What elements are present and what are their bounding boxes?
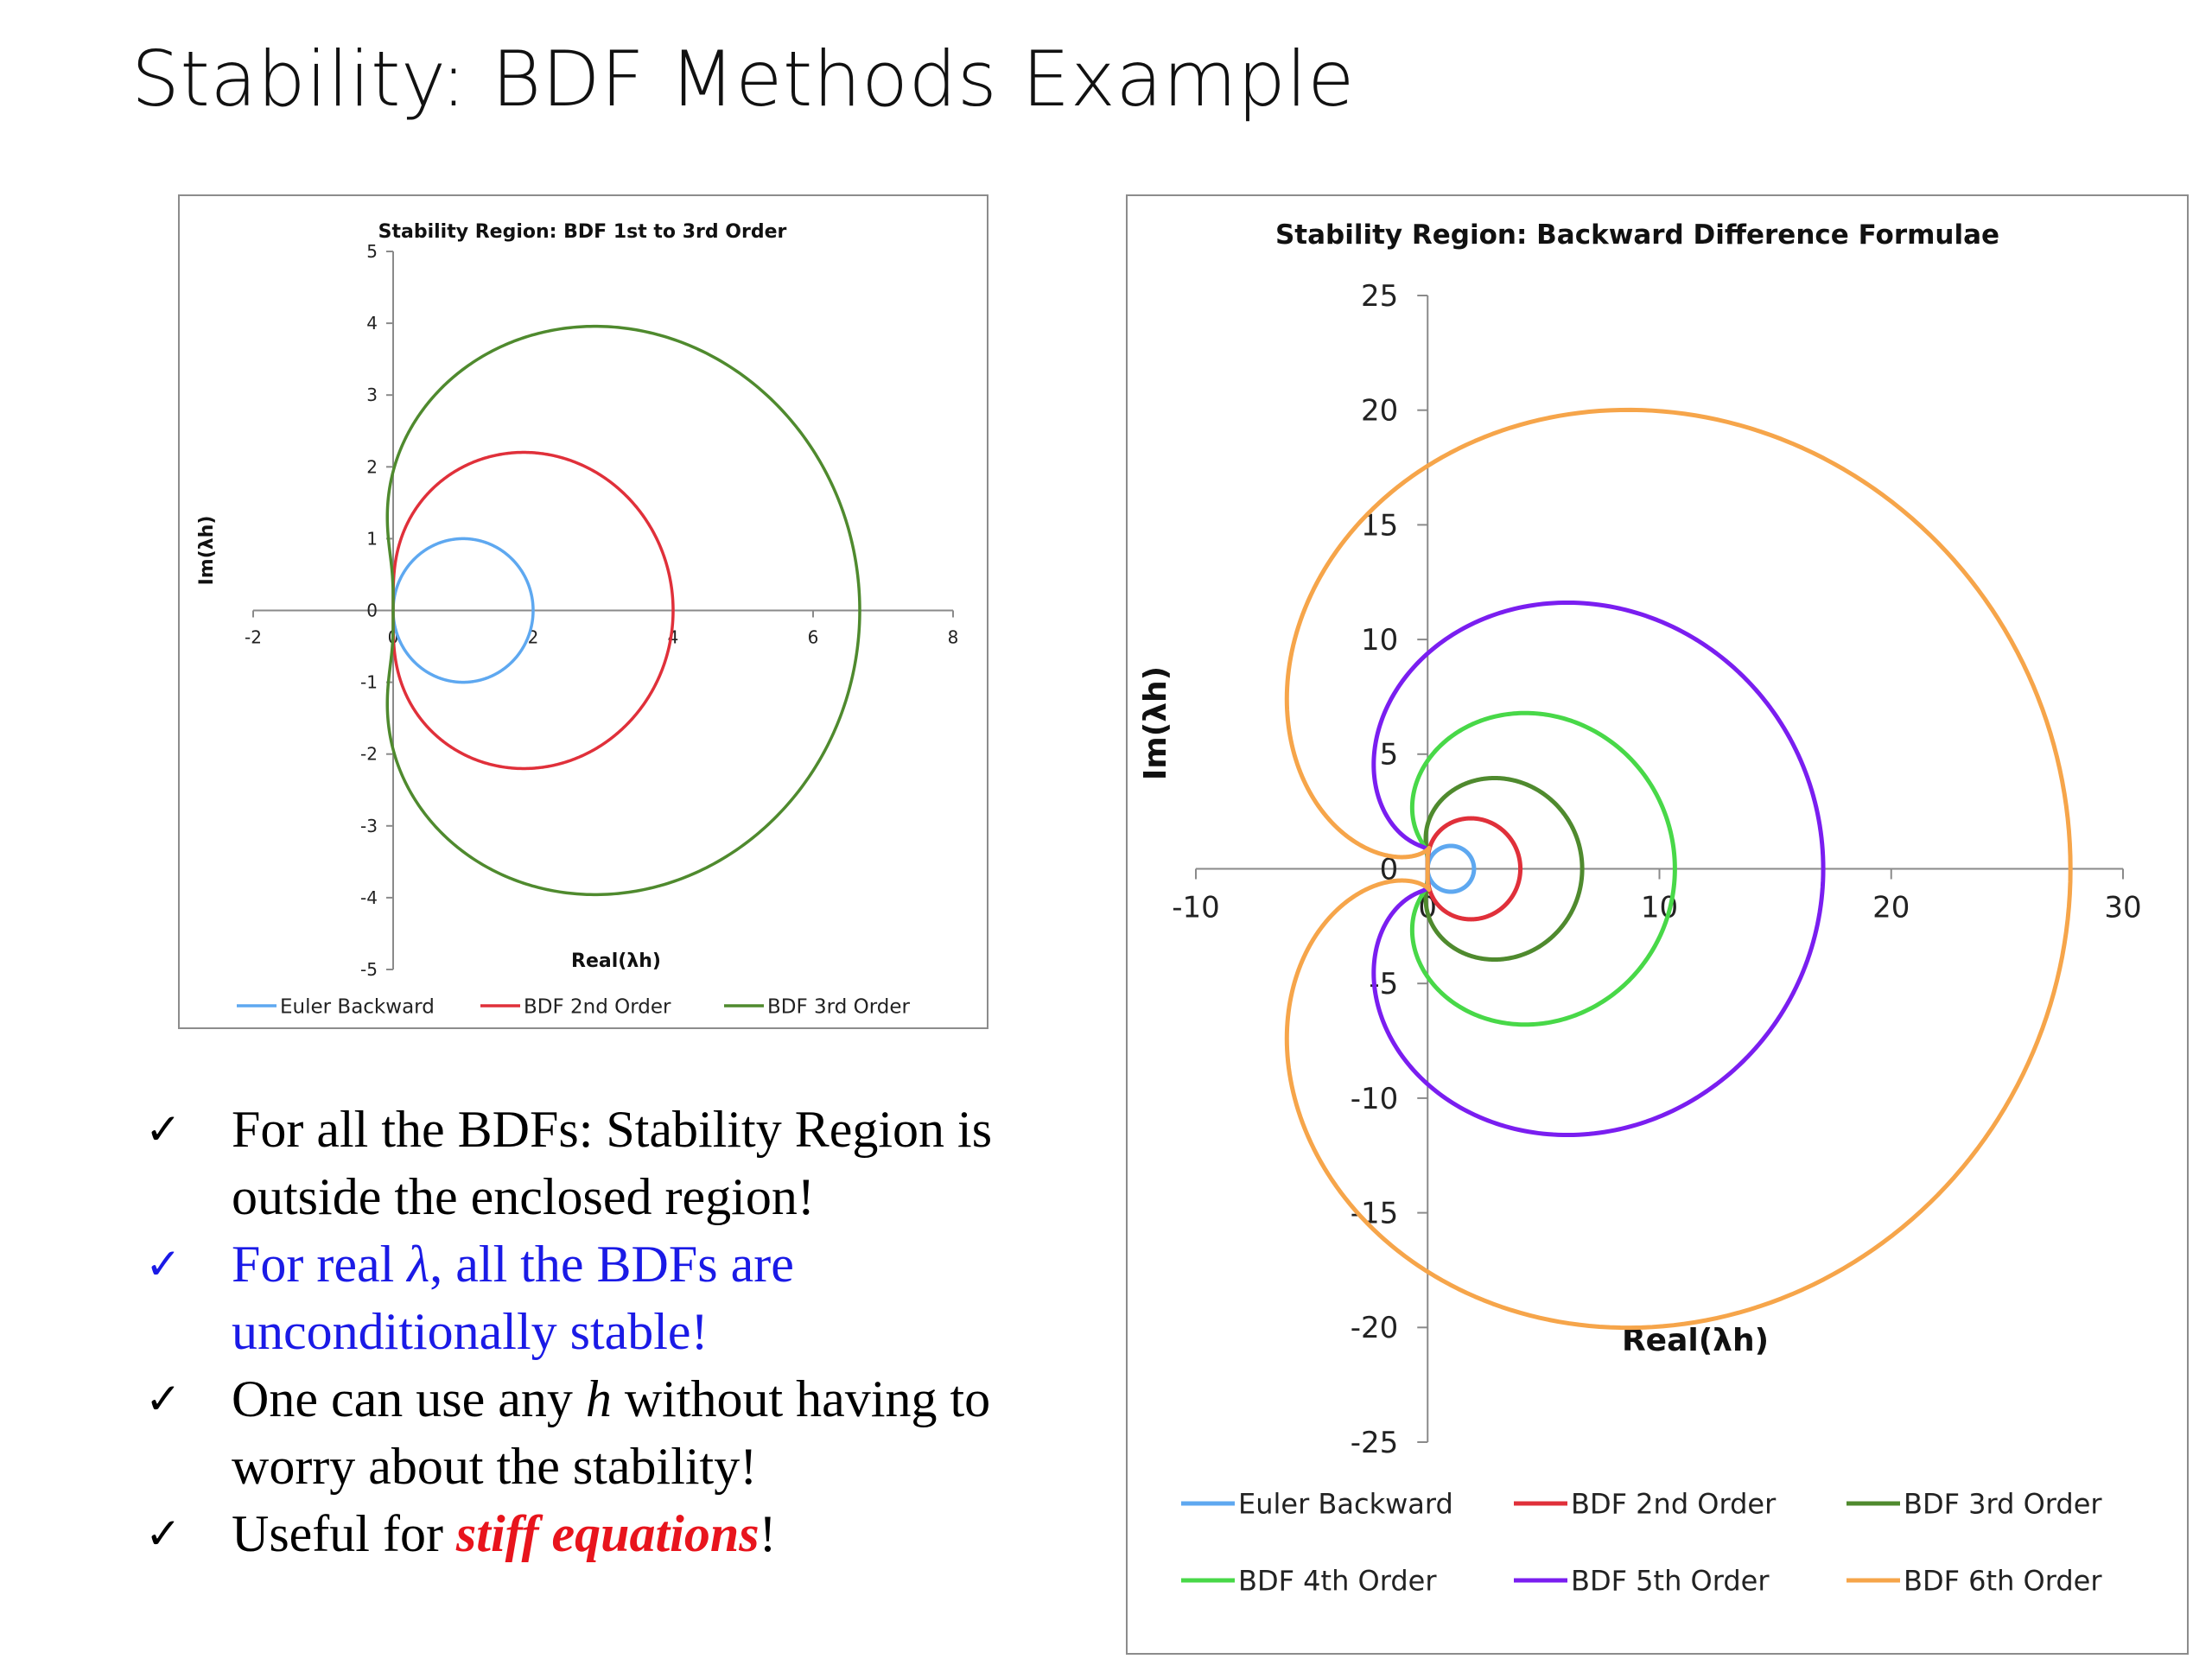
stiff-equations-emphasis: stiff equations bbox=[455, 1505, 760, 1562]
series-line-bdf-3rd-order bbox=[385, 324, 861, 897]
series-line-bdf-4th-order bbox=[1409, 710, 1677, 1027]
x-tick-label: 20 bbox=[1872, 891, 1910, 925]
bullet-list: ✓ For all the BDFs: Stability Region is … bbox=[145, 1096, 1078, 1567]
y-tick-label: 5 bbox=[366, 241, 378, 262]
chart-bdf-1-3: Stability Region: BDF 1st to 3rd Order -2… bbox=[178, 194, 988, 1029]
y-tick-label: 1 bbox=[366, 528, 378, 549]
check-icon: ✓ bbox=[145, 1239, 181, 1289]
legend-label: BDF 3rd Order bbox=[767, 995, 911, 1018]
x-tick-label: 6 bbox=[808, 627, 819, 648]
bullet-text-post: without having to worry about the stabil… bbox=[232, 1370, 991, 1495]
bullet-text-pre: One can use any bbox=[232, 1370, 586, 1427]
y-axis-label: Im(λh) bbox=[196, 516, 218, 586]
series-line-euler-backward bbox=[1425, 843, 1477, 894]
legend-label: BDF 2nd Order bbox=[1571, 1488, 1777, 1521]
y-tick-label: 3 bbox=[366, 385, 378, 405]
bullet-item-3: ✓ One can use any h without having to wo… bbox=[145, 1365, 1078, 1500]
check-icon: ✓ bbox=[145, 1509, 181, 1559]
x-axis-label: Real(λh) bbox=[571, 950, 661, 972]
y-tick-label: 2 bbox=[366, 456, 378, 477]
legend-label: Euler Backward bbox=[1238, 1488, 1453, 1521]
bullet-text-pre: Useful for bbox=[232, 1505, 456, 1562]
y-tick-label: -10 bbox=[1351, 1082, 1399, 1116]
x-tick-label: -2 bbox=[245, 627, 262, 648]
check-icon: ✓ bbox=[145, 1104, 181, 1154]
y-tick-label: 0 bbox=[1380, 852, 1399, 887]
y-tick-label: -2 bbox=[360, 744, 378, 765]
chart-title: Stability Region: BDF 1st to 3rd Order bbox=[378, 221, 787, 243]
bullet-item-1: ✓ For all the BDFs: Stability Region is … bbox=[145, 1096, 1078, 1230]
legend-label: BDF 2nd Order bbox=[524, 995, 671, 1018]
y-tick-label: -25 bbox=[1351, 1426, 1399, 1460]
slide-title: Stability: BDF Methods Example bbox=[131, 35, 1355, 124]
chart-bdf-all-svg: Stability Region: Backward Difference Fo… bbox=[1138, 219, 2142, 1598]
legend-label: BDF 5th Order bbox=[1571, 1565, 1770, 1598]
bullet-text: For all the BDFs: Stability Region is ou… bbox=[232, 1101, 993, 1225]
legend-label: BDF 3rd Order bbox=[1904, 1488, 2102, 1521]
y-tick-label: -5 bbox=[360, 959, 378, 980]
series-line-euler-backward bbox=[391, 537, 535, 684]
x-tick-label: 8 bbox=[948, 627, 959, 648]
y-tick-label: 10 bbox=[1361, 623, 1398, 658]
bullet-text-post: ! bbox=[759, 1505, 777, 1562]
series-line-bdf-2nd-order bbox=[1425, 816, 1523, 922]
chart-bdf-1-3-svg: Stability Region: BDF 1st to 3rd Order -2… bbox=[196, 221, 959, 1018]
legend-label: Euler Backward bbox=[280, 995, 435, 1018]
y-tick-label: 25 bbox=[1361, 279, 1398, 314]
y-tick-label: 5 bbox=[1380, 738, 1399, 772]
x-tick-label: 30 bbox=[2104, 891, 2141, 925]
bullet-item-4: ✓ Useful for stiff equations! bbox=[145, 1500, 1078, 1567]
y-tick-label: -20 bbox=[1351, 1311, 1399, 1345]
y-tick-label: 0 bbox=[366, 601, 378, 621]
legend-label: BDF 4th Order bbox=[1238, 1565, 1437, 1598]
y-tick-label: -4 bbox=[360, 887, 378, 908]
h-symbol: h bbox=[585, 1370, 612, 1427]
series-line-bdf-6th-order bbox=[1284, 407, 2073, 1331]
series-line-bdf-3rd-order bbox=[1423, 775, 1585, 963]
bullet-text-pre: For real bbox=[232, 1236, 408, 1293]
series-line-bdf-2nd-order bbox=[391, 450, 675, 771]
bullet-text-post: , all the BDFs are unconditionally stabl… bbox=[232, 1236, 794, 1360]
x-tick-label: -10 bbox=[1172, 891, 1220, 925]
y-tick-label: -1 bbox=[360, 672, 378, 693]
y-tick-label: 4 bbox=[366, 313, 378, 334]
bullet-item-2: ✓ For real λ, all the BDFs are unconditi… bbox=[145, 1230, 1078, 1365]
check-icon: ✓ bbox=[145, 1374, 181, 1424]
lambda-symbol: λ bbox=[407, 1236, 430, 1293]
series-line-bdf-5th-order bbox=[1371, 600, 1826, 1138]
y-axis-label: Im(λh) bbox=[1138, 666, 1173, 780]
chart-title: Stability Region: Backward Difference Fo… bbox=[1275, 219, 1999, 251]
legend-label: BDF 6th Order bbox=[1904, 1565, 2102, 1598]
y-tick-label: 20 bbox=[1361, 394, 1398, 429]
y-tick-label: -3 bbox=[360, 816, 378, 836]
chart-bdf-all: Stability Region: Backward Difference Fo… bbox=[1126, 194, 2189, 1655]
